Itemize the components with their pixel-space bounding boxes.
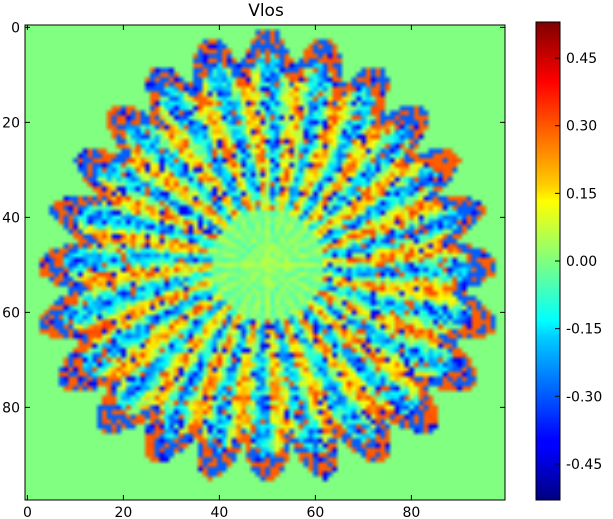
colorbar-tick-label: -0.15 <box>566 322 602 338</box>
y-tick-label: 60 <box>2 305 20 321</box>
heatmap-plot-area <box>24 24 506 501</box>
chart-title: Vlos <box>248 1 284 21</box>
y-tick-label: 0 <box>11 20 20 36</box>
colorbar: 0.45 0.30 0.15 0.00 -0.15 -0.30 -0.45 <box>535 21 602 501</box>
x-tick-label: 0 <box>23 505 32 519</box>
colorbar-tick-label: 0.45 <box>566 51 597 67</box>
colorbar-tick-label: -0.45 <box>566 457 602 473</box>
y-tick-label: 20 <box>2 115 20 131</box>
colorbar-tick-label: -0.30 <box>566 389 602 405</box>
colorbar-tick-label: 0.00 <box>566 254 597 270</box>
x-axis: 0 20 40 60 80 <box>23 25 420 519</box>
x-tick-label: 60 <box>306 505 324 519</box>
y-tick-label: 80 <box>2 400 20 416</box>
plot-frame <box>24 24 506 501</box>
x-tick-label: 80 <box>402 505 420 519</box>
heatmap-image <box>25 25 505 500</box>
colorbar-ticks: 0.45 0.30 0.15 0.00 -0.15 -0.30 -0.45 <box>555 51 602 473</box>
x-tick-label: 40 <box>210 505 228 519</box>
y-tick-label: 40 <box>2 210 20 226</box>
colorbar-tick-label: 0.30 <box>566 119 597 135</box>
x-tick-label: 20 <box>114 505 132 519</box>
colorbar-tick-label: 0.15 <box>566 186 597 202</box>
y-axis: 0 20 40 60 80 <box>2 20 505 416</box>
